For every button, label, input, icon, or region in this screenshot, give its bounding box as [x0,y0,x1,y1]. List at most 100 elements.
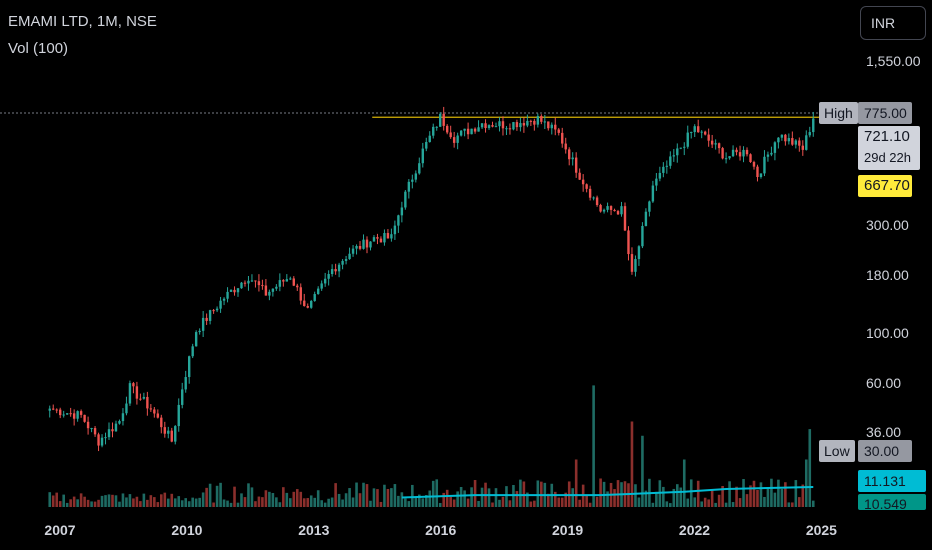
volume-bar [536,480,540,507]
volume-bar [459,486,463,507]
candle-body [208,310,212,321]
candle-body [404,191,407,208]
volume-bars [48,385,815,507]
volume-bar [480,487,484,507]
candle-body [369,241,372,248]
volume-bar [773,492,777,507]
volume-bar [236,502,240,507]
candle-body [107,429,111,438]
candle-body [146,396,149,409]
time-tick-label: 2019 [552,522,583,538]
volume-bar [386,488,390,507]
candle-body [812,118,815,133]
candle-body [540,116,543,122]
volume-bar [264,490,268,507]
volume-bar [686,498,690,507]
low-value: 30.00 [858,440,912,462]
volume-bar [808,429,812,507]
candle-body [100,437,104,446]
volume-bar [79,493,83,507]
candle-body [574,157,578,173]
time-tick-label: 2007 [44,522,75,538]
candle-body [111,429,114,432]
volume-bar [309,495,313,507]
candle-body [439,113,442,127]
candle-body [226,291,229,299]
prev-close-tag: 667.70 [858,175,912,197]
candles [48,106,815,452]
volume-bar [784,482,787,507]
candle-body [665,165,669,167]
candle-body [561,132,564,144]
candle-body [250,280,254,282]
volume-bar [107,494,111,507]
candle-body [791,138,794,145]
candle-body [770,152,773,155]
candle-body [275,286,278,289]
volume-bar [337,493,341,507]
volume-bar [766,488,770,507]
candle-body [48,408,51,411]
volume-bar [689,479,693,507]
candle-body [676,148,679,156]
candle-body [805,135,808,150]
volume-bar [355,482,358,507]
candle-body [407,181,411,192]
candle-body [229,289,233,292]
price-tick-label: 100.00 [866,325,909,341]
candle-body [519,123,522,128]
volume-bar [243,497,247,507]
candle-body [515,122,519,128]
candle-body [581,179,585,185]
volume-bar [763,496,766,507]
volume-bar [313,497,317,507]
candle-body [198,330,201,333]
currency-button[interactable]: INR [860,6,926,40]
candle-body [174,426,177,442]
candle-body [588,188,592,198]
candle-body [344,259,348,261]
volume-bar [749,485,752,507]
time-axis[interactable]: 2007 2010 2013 2016 2019 2022 2025 [44,522,837,538]
candle-body [609,206,613,210]
candle-body [536,116,540,125]
candle-body [557,129,560,133]
volume-bar [414,497,418,507]
volume-bar [466,498,470,507]
candle-body [428,135,431,142]
candle-body [630,254,634,272]
candle-body [550,124,553,129]
volume-bar [292,491,296,507]
candle-body [613,209,616,212]
volume-bar [302,498,306,507]
volume-bar [114,495,118,507]
candle-body [268,291,271,296]
volume-bar [282,487,285,507]
candle-body [65,413,69,415]
price-axis[interactable]: 1,550.00 300.00 180.00 100.00 60.00 36.00 [866,53,921,440]
candle-body [498,121,501,127]
volume-bar [679,487,683,507]
candle-body [452,137,456,143]
candle-body [564,143,567,150]
volume-bar [651,502,655,507]
candle-body [292,278,295,286]
candle-body [731,149,735,157]
candle-body [153,409,156,414]
candle-body [400,207,404,216]
volume-bar [139,501,142,507]
volume-bar [289,498,292,507]
candle-body [390,234,393,239]
volume-bar [365,484,369,507]
candle-body [784,134,787,142]
volume-bar [198,497,201,507]
candle-body [181,389,184,405]
candle-body [76,411,79,419]
volume-bar [721,486,724,507]
candle-body [679,147,682,149]
candle-body [299,287,302,301]
volume-bar [201,492,205,507]
volume-bar [738,498,742,507]
candle-body [773,142,777,153]
